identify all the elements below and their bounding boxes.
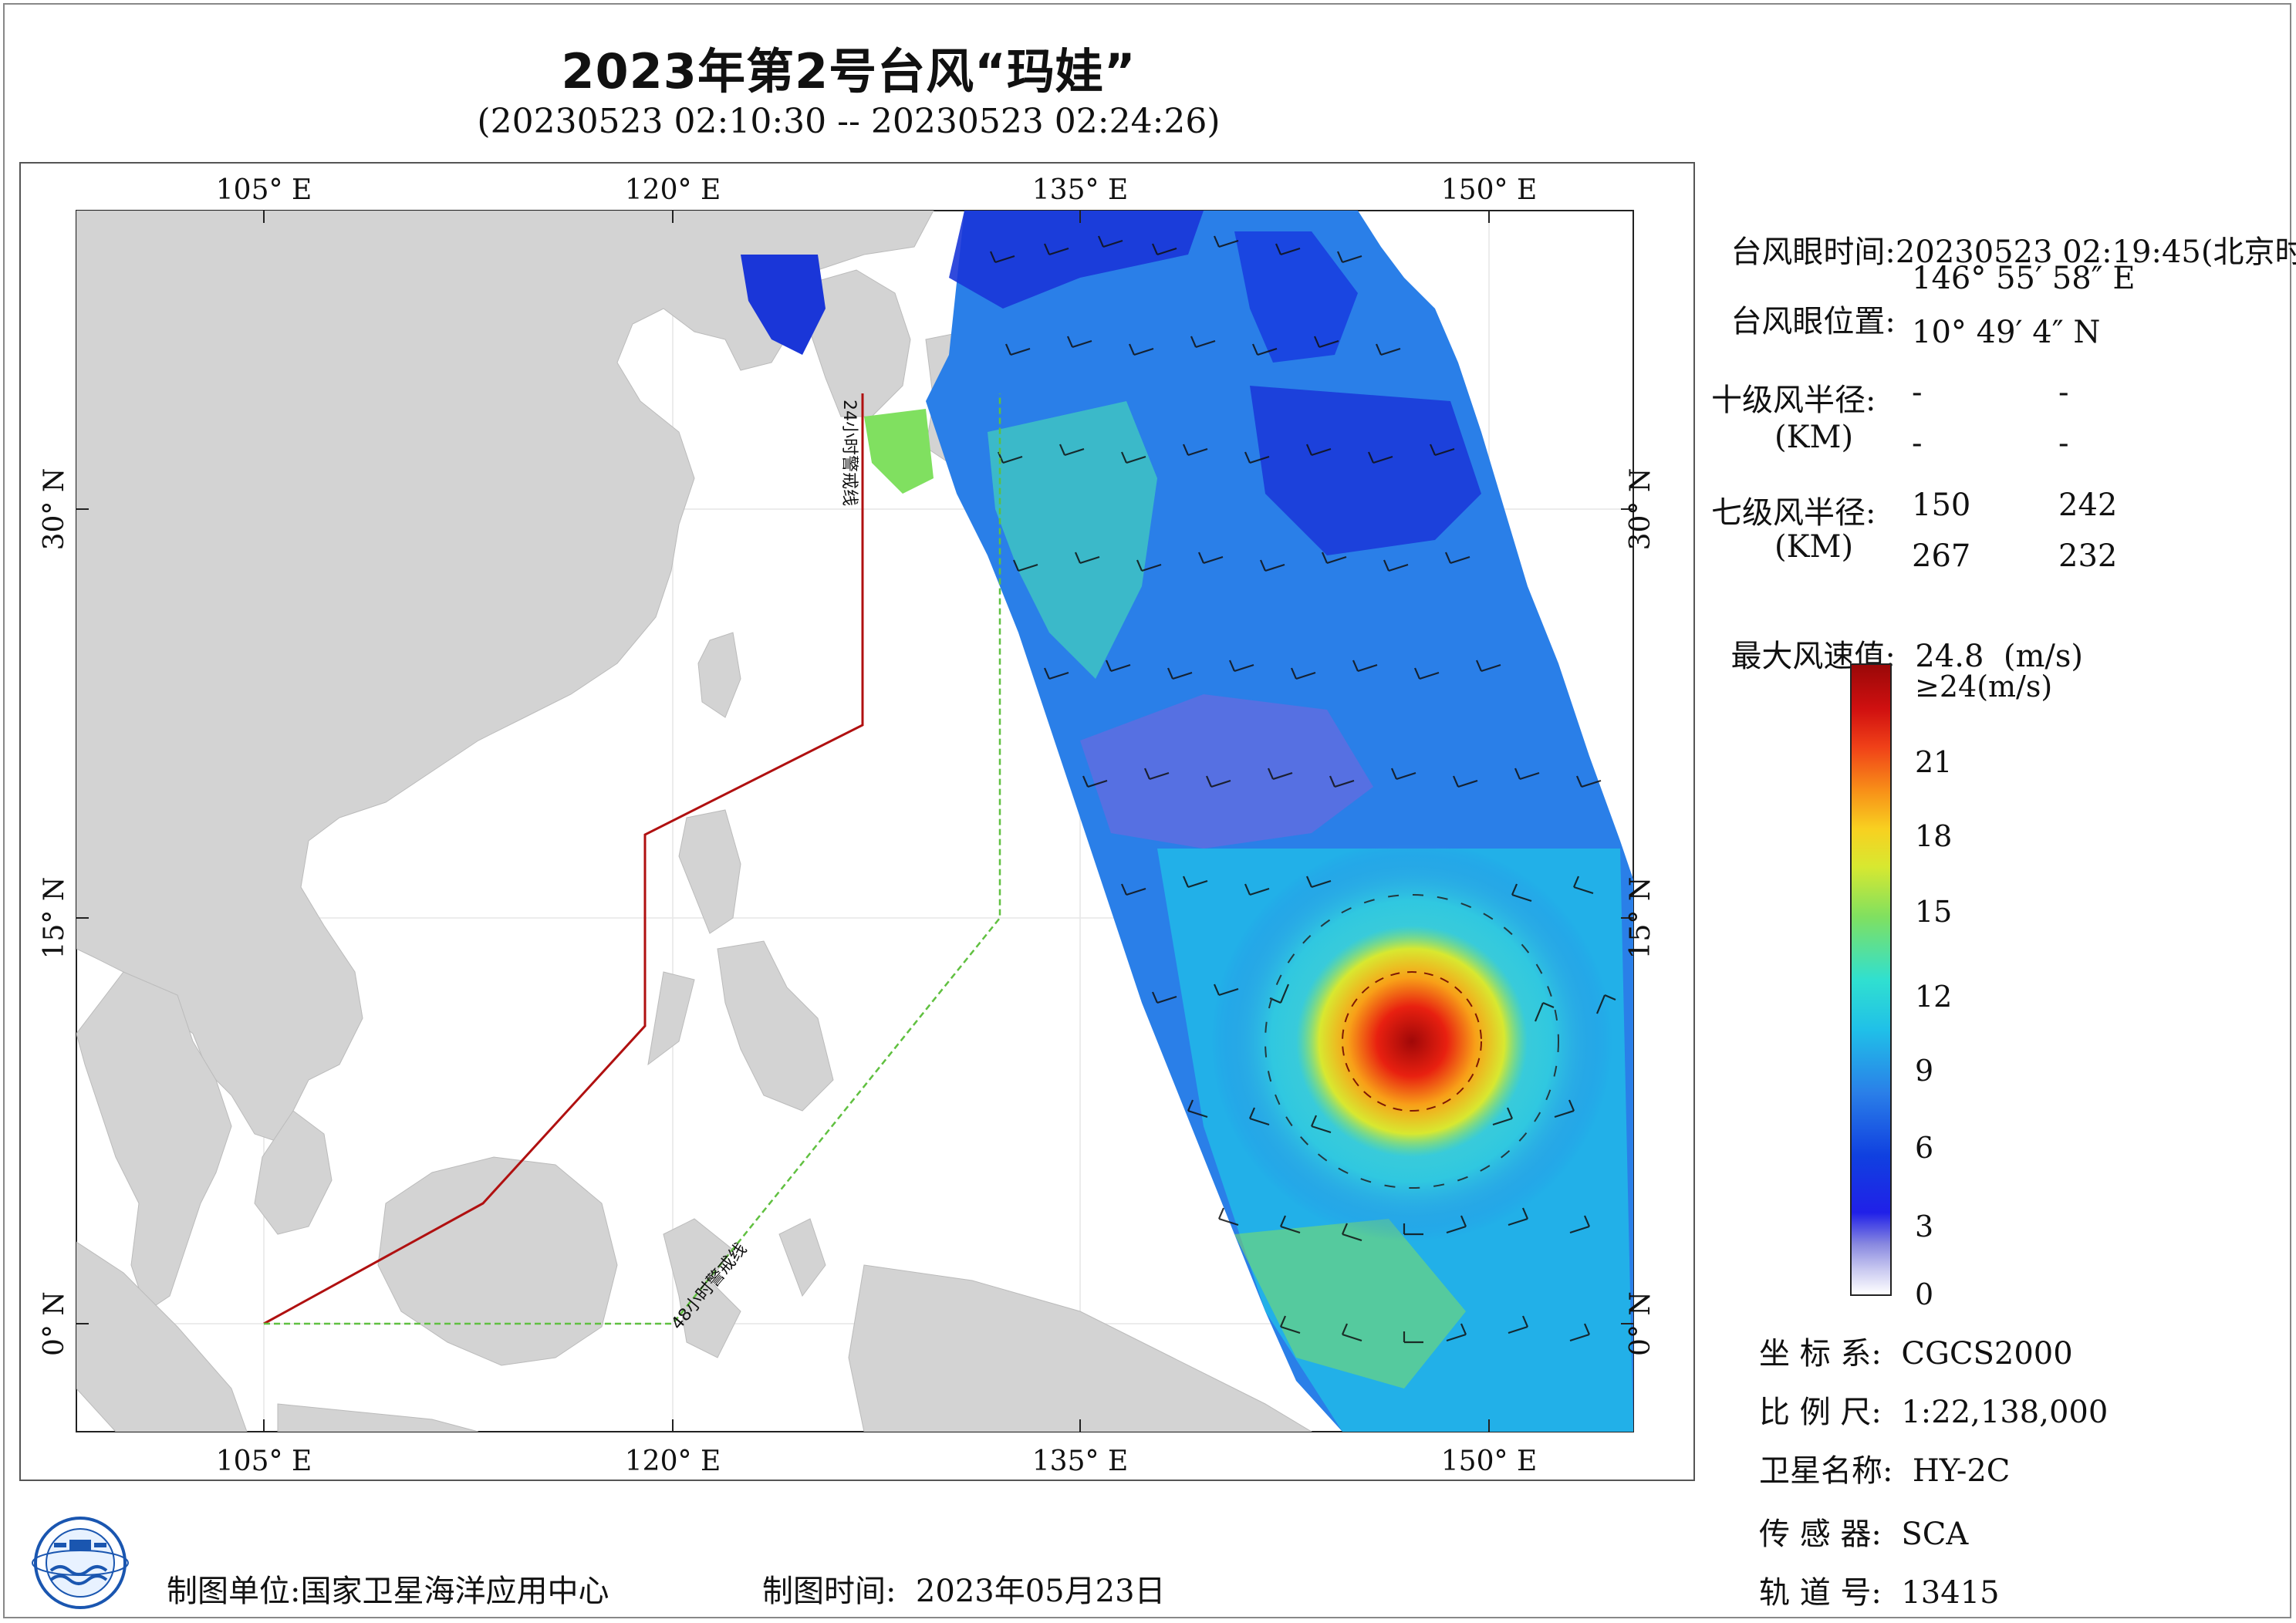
scale-label: 比 例 尺: [1759,1395,1882,1430]
lat-tick-right-15: 15° N [1625,877,1656,960]
map-title: 2023年第2号台风“玛娃” [561,43,1136,100]
max-wind-unit: (m/s) [2003,639,2084,674]
lon-tick-top-135: 135° E [1032,174,1128,206]
orbit-label: 轨 道 号: [1759,1575,1882,1611]
lon-tick-top-120: 120° E [625,174,721,206]
lon-tick-top-105: 105° E [216,174,312,206]
colorbar-label-18: 18 [1915,819,1953,853]
r10-value-sw: - [1912,426,1923,461]
colorbar-label-6: 6 [1915,1131,1934,1165]
crs-row: 坐 标 系: CGCS2000 [1759,1328,2073,1373]
page-border [3,3,2291,1618]
max-wind-value: 24.8 [1915,639,1984,674]
r10-value-ne: - [1912,375,1923,410]
wind-swath [741,211,1633,1432]
satellite-value: HY-2C [1912,1453,2011,1489]
scale-value: 1:22,138,000 [1901,1395,2109,1430]
colorbar-label-9: 9 [1915,1054,1934,1088]
lat-tick-left-15: 15° N [39,877,70,960]
producer-row: 制图单位:国家卫星海洋应用中心 [167,1566,609,1611]
eye-position-row: 台风眼位置: [1711,261,1896,341]
colorbar-label-15: 15 [1915,895,1953,929]
producer-value: 国家卫星海洋应用中心 [300,1574,609,1609]
date-row: 制图时间: 2023年05月23日 [762,1566,1166,1611]
lat-tick-left-0: 0° N [39,1291,70,1356]
lon-tick-bottom-120: 120° E [625,1446,721,1477]
r10-value-nw: - [2058,426,2069,461]
warning-line-24h [263,393,864,1325]
eye-time-value: 20230523 02:19:45(北京时) [1895,235,2296,270]
satellite-label: 卫星名称: [1759,1453,1893,1489]
lon-tick-top-150: 150° E [1441,174,1537,206]
r7-value-ne: 150 [1912,488,1971,523]
eye-position-label: 台风眼位置: [1730,304,1896,339]
sensor-label: 传 感 器: [1759,1517,1882,1552]
date-label: 制图时间: [762,1574,896,1609]
producer-label: 制图单位: [167,1574,301,1609]
r7-value-nw: 232 [2058,538,2118,574]
colorbar-label-24: ≥24(m/s) [1915,670,2053,704]
sensor-value: SCA [1901,1517,1969,1552]
r7-unit: (KM) [1774,529,1854,565]
date-value: 2023年05月23日 [915,1574,1166,1609]
warning-line-48h [264,393,1001,1325]
lat-tick-right-30: 30° N [1625,468,1656,551]
colorbar-label-0: 0 [1915,1277,1934,1311]
lat-tick-right-0: 0° N [1625,1291,1656,1356]
scale-row: 比 例 尺: 1:22,138,000 [1759,1387,2108,1432]
max-wind-row: 最大风速值: 24.8 (m/s) [1711,596,2083,676]
crs-value: CGCS2000 [1901,1336,2073,1372]
orbit-row: 轨 道 号: 13415 [1759,1567,2000,1612]
map-subtitle: (20230523 02:10:30 -- 20230523 02:24:26) [477,102,1221,141]
wind-speed-colorbar [1850,663,1892,1296]
crs-label: 坐 标 系: [1759,1336,1882,1372]
wind-barbs [989,235,1616,1344]
lon-tick-bottom-150: 150° E [1441,1446,1537,1477]
r10-value-se: - [2058,375,2069,410]
eye-longitude: 146° 55′ 58″ E [1912,261,2136,296]
r10-label: 十级风半径: [1711,383,1876,418]
colorbar-label-21: 21 [1915,745,1953,779]
eye-time-label: 台风眼时间: [1730,235,1896,270]
lon-tick-bottom-105: 105° E [216,1446,312,1477]
eye-time-row: 台风眼时间:20230523 02:19:45(北京时) [1711,191,2296,272]
sensor-row: 传 感 器: SCA [1759,1509,1968,1554]
r7-value-sw: 267 [1912,538,1971,574]
colorbar-label-12: 12 [1915,980,1953,1014]
axis-ticks [76,211,1633,1432]
ocean-satellite-logo-icon [32,1517,129,1609]
r7-value-se: 242 [2058,488,2118,523]
map-frame [19,162,1695,1481]
r10-unit: (KM) [1774,420,1854,455]
lat-tick-left-30: 30° N [39,468,70,551]
colorbar-label-3: 3 [1915,1210,1934,1243]
satellite-row: 卫星名称: HY-2C [1759,1446,2010,1490]
eye-latitude: 10° 49′ 4″ N [1912,315,2101,350]
r7-label: 七级风半径: [1711,495,1876,531]
warning-24h-label: 24小时警戒线 [839,400,859,506]
lon-tick-bottom-135: 135° E [1032,1446,1128,1477]
orbit-value: 13415 [1901,1575,2000,1611]
